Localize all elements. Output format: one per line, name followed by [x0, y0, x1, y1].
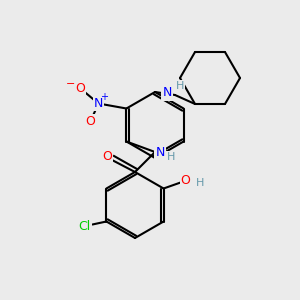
Text: N: N: [162, 86, 172, 100]
Text: O: O: [181, 174, 190, 187]
Text: Cl: Cl: [78, 220, 91, 233]
Text: O: O: [76, 82, 85, 95]
Text: +: +: [100, 92, 108, 101]
Text: O: O: [102, 151, 112, 164]
Text: O: O: [85, 115, 95, 128]
Text: H: H: [176, 81, 184, 91]
Text: N: N: [155, 146, 165, 158]
Text: H: H: [167, 152, 175, 162]
Text: −: −: [66, 80, 75, 89]
Text: N: N: [94, 97, 103, 110]
Text: H: H: [195, 178, 204, 188]
